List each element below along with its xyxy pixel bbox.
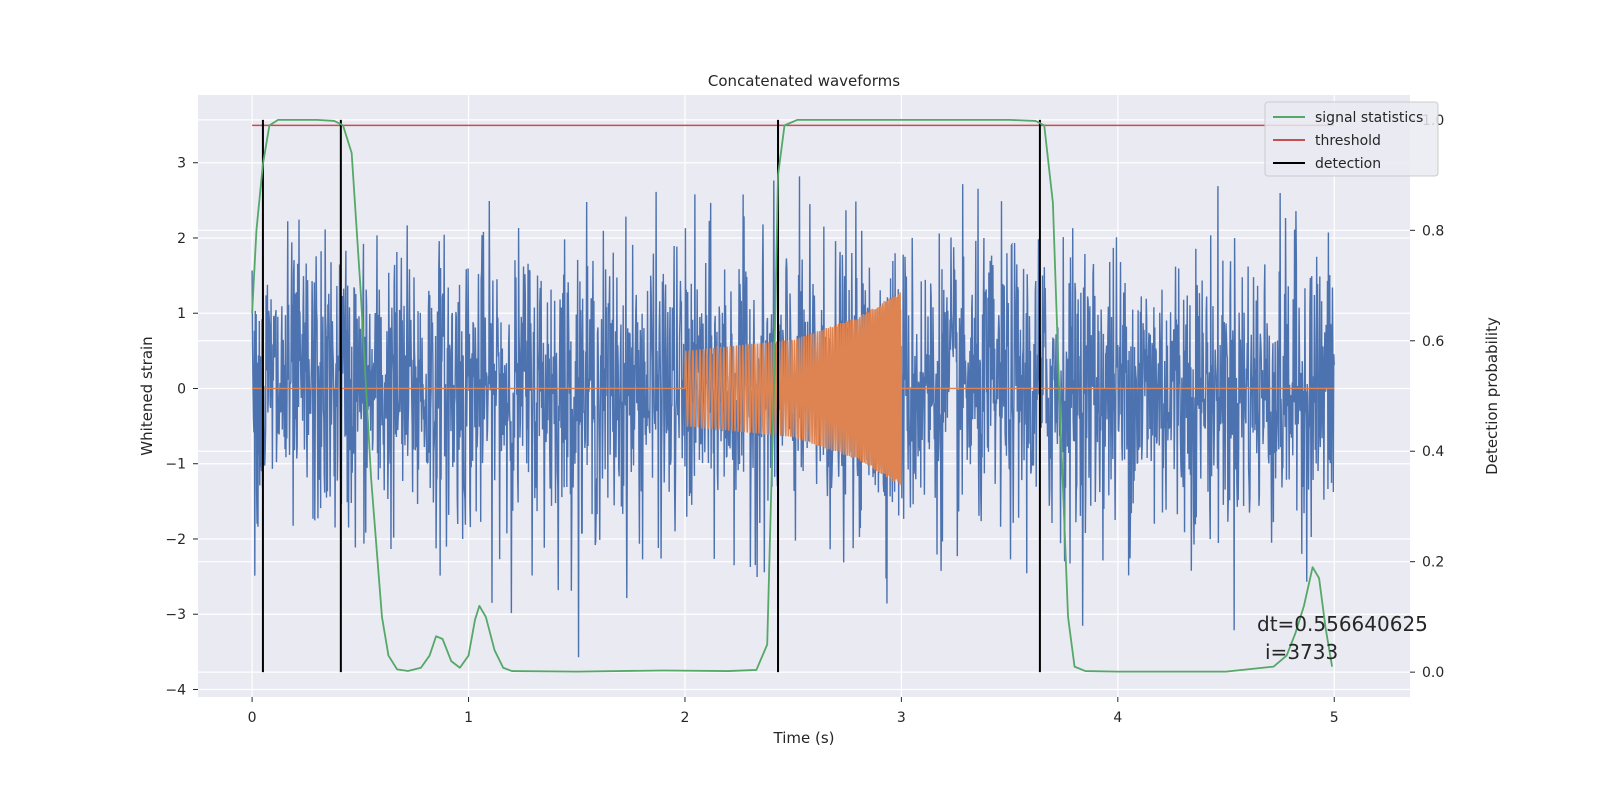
y-tick-label: −1 [165, 457, 186, 473]
x-tick-label: 3 [897, 710, 906, 726]
y2-tick-label: 0.6 [1422, 334, 1444, 350]
chart-title: Concatenated waveforms [708, 72, 900, 90]
legend-box [1264, 101, 1439, 177]
x-tick-label: 4 [1113, 710, 1122, 726]
data-layer [251, 118, 1335, 673]
y2-tick-label: 0.8 [1422, 223, 1444, 239]
legend-entry-threshold: threshold [1315, 133, 1381, 149]
series-signal-statistics [251, 118, 1333, 673]
y2-tick-label: 0.4 [1422, 444, 1444, 460]
y-tick-label: 2 [177, 231, 186, 247]
annotation-dt: dt=0.556640625 [1257, 612, 1428, 636]
x-tick-label: 2 [681, 710, 690, 726]
y-tick-label: −3 [165, 607, 186, 623]
legend-entry-signal-statistics: signal statistics [1315, 110, 1423, 126]
y-tick-label: −2 [165, 532, 186, 548]
x-tick-label: 1 [464, 710, 473, 726]
y-tick-label: 0 [177, 381, 186, 397]
legend-entry-detection: detection [1315, 156, 1381, 172]
y-tick-label: 1 [177, 306, 186, 322]
y2-tick-label: 0.0 [1422, 665, 1444, 681]
x-axis-label: Time (s) [773, 729, 835, 747]
y-tick-label: −4 [165, 682, 186, 698]
y2-axis-label: Detection probability [1483, 317, 1501, 475]
y-tick-label: 3 [177, 156, 186, 172]
y-axis-label: Whitened strain [138, 336, 156, 455]
annotation-index: i=3733 [1265, 640, 1338, 664]
series-injected-chirp [252, 292, 1335, 486]
x-tick-label: 0 [248, 710, 257, 726]
x-tick-label: 5 [1330, 710, 1339, 726]
y2-tick-label: 0.2 [1422, 555, 1444, 571]
legend: signal statistics threshold detection [1264, 101, 1439, 177]
